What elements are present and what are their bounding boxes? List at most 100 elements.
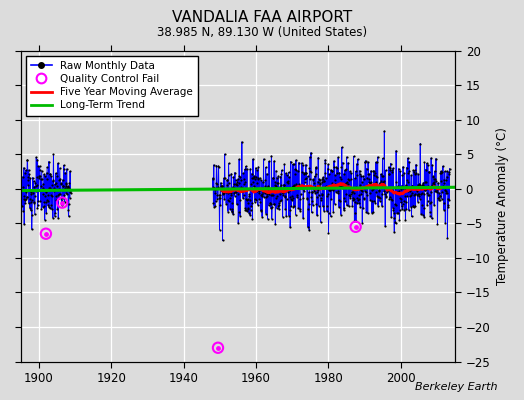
Point [327, 196, 335, 202]
Point [402, 182, 410, 188]
Point [422, 186, 430, 192]
Point [340, 207, 348, 214]
Point [265, 191, 274, 197]
Point [267, 201, 275, 207]
Point [431, 176, 440, 182]
Point [407, 204, 415, 210]
Point [265, 202, 273, 208]
Point [354, 156, 362, 162]
Point [401, 184, 409, 191]
Point [399, 185, 408, 191]
Point [239, 191, 248, 198]
Point [413, 192, 421, 198]
Point [231, 189, 239, 195]
Point [266, 200, 274, 206]
Point [211, 198, 220, 204]
Point [277, 196, 285, 203]
Point [288, 161, 297, 168]
Point [218, 183, 226, 189]
Point [258, 214, 266, 220]
Point [403, 193, 411, 199]
Point [428, 182, 436, 188]
Point [50, 213, 59, 219]
Point [242, 163, 250, 170]
Point [297, 190, 305, 197]
Point [437, 177, 445, 184]
Point [225, 198, 234, 204]
Point [54, 160, 62, 166]
Point [271, 195, 280, 201]
Point [375, 188, 384, 194]
Point [214, 163, 223, 169]
Point [249, 156, 257, 162]
Point [382, 193, 390, 199]
Point [401, 199, 410, 206]
Point [282, 170, 290, 176]
Point [266, 188, 274, 195]
Point [231, 169, 239, 176]
Point [322, 185, 330, 192]
Point [31, 182, 40, 189]
Point [222, 187, 231, 194]
Point [264, 184, 272, 190]
Point [268, 192, 277, 198]
Point [227, 208, 236, 215]
Point [385, 196, 394, 203]
Point [319, 176, 328, 182]
Point [35, 187, 43, 193]
Point [339, 159, 347, 166]
Point [430, 202, 439, 208]
Point [28, 174, 37, 181]
Point [224, 208, 232, 215]
Point [57, 180, 65, 186]
Point [287, 196, 295, 203]
Point [29, 187, 37, 194]
Point [377, 182, 385, 188]
Point [358, 187, 366, 194]
Point [402, 164, 411, 171]
Point [427, 183, 435, 190]
Point [46, 171, 54, 177]
Point [231, 176, 239, 183]
Point [240, 181, 248, 188]
Point [36, 172, 45, 179]
Point [400, 206, 408, 213]
Point [224, 196, 233, 203]
Point [372, 172, 380, 179]
Point [312, 165, 320, 172]
Point [378, 203, 386, 209]
Point [413, 184, 421, 190]
Point [23, 157, 31, 163]
Point [385, 170, 393, 177]
Point [27, 189, 35, 196]
Point [390, 229, 398, 235]
Point [425, 192, 433, 198]
Point [343, 202, 351, 208]
Point [403, 155, 412, 161]
Point [23, 194, 31, 200]
Point [236, 187, 245, 193]
Point [443, 189, 451, 196]
Point [302, 162, 310, 168]
Point [304, 200, 313, 207]
Point [241, 179, 249, 185]
Point [334, 197, 343, 204]
Point [226, 190, 235, 196]
Point [243, 200, 252, 206]
Point [63, 185, 72, 192]
Point [316, 197, 325, 203]
Point [397, 199, 405, 206]
Point [235, 156, 243, 162]
Point [22, 167, 30, 173]
Point [56, 191, 64, 197]
Point [260, 186, 268, 193]
Point [344, 160, 352, 166]
Point [237, 184, 245, 190]
Point [406, 187, 414, 194]
Point [256, 186, 264, 192]
Point [264, 183, 272, 189]
Point [368, 187, 376, 193]
Point [22, 196, 30, 202]
Point [403, 188, 412, 194]
Text: 38.985 N, 89.130 W (United States): 38.985 N, 89.130 W (United States) [157, 26, 367, 39]
